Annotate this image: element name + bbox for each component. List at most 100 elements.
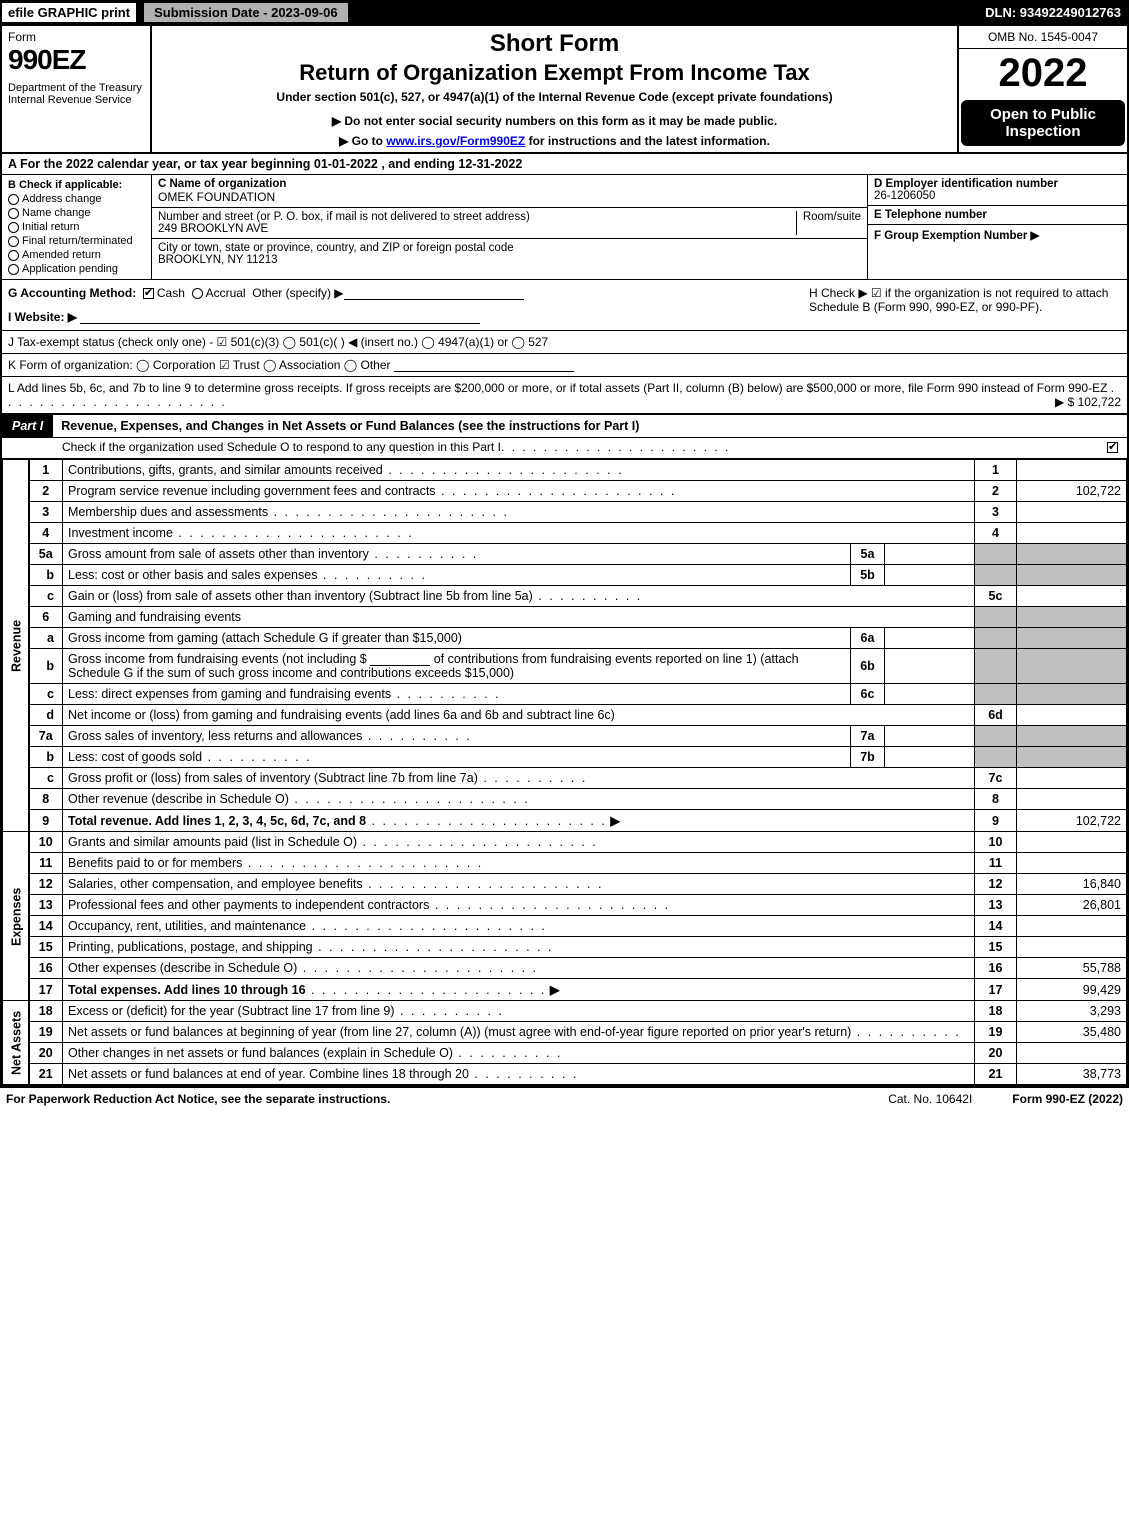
- short-form-title: Short Form: [160, 30, 949, 58]
- header-left: Form 990EZ Department of the Treasury In…: [2, 26, 152, 152]
- other-org-blank[interactable]: [394, 358, 574, 372]
- checkbox-schedule-o[interactable]: [1107, 442, 1118, 453]
- part1-title: Revenue, Expenses, and Changes in Net As…: [53, 415, 1127, 437]
- form-word: Form: [8, 30, 144, 44]
- line-7b: b Less: cost of goods sold 7b: [3, 747, 1127, 768]
- note2-pre: ▶ Go to: [339, 134, 386, 148]
- dots-icon: [478, 771, 587, 785]
- name-label: C Name of organization: [158, 178, 286, 190]
- g-label: G Accounting Method:: [8, 286, 136, 300]
- under-section: Under section 501(c), 527, or 4947(a)(1)…: [160, 90, 949, 104]
- radio-icon[interactable]: [8, 208, 19, 219]
- dept-label: Department of the Treasury Internal Reve…: [8, 82, 144, 106]
- other-specify-blank[interactable]: [344, 286, 524, 300]
- revenue-vlabel: Revenue: [3, 460, 29, 832]
- line-4: 4 Investment income 4: [3, 523, 1127, 544]
- line-19: 19 Net assets or fund balances at beginn…: [3, 1022, 1127, 1043]
- line-6b: b Gross income from fundraising events (…: [3, 649, 1127, 684]
- line-16: 16 Other expenses (describe in Schedule …: [3, 958, 1127, 979]
- dots-icon: [297, 961, 538, 975]
- part1-tag: Part I: [2, 415, 53, 437]
- opt-name-change: Name change: [8, 207, 145, 219]
- dots-icon: [306, 919, 547, 933]
- dots-icon: [313, 940, 554, 954]
- note2-post: for instructions and the latest informat…: [525, 134, 770, 148]
- lines-table: Revenue 1 Contributions, gifts, grants, …: [2, 459, 1127, 1085]
- line-6a: a Gross income from gaming (attach Sched…: [3, 628, 1127, 649]
- dots-icon: [533, 589, 642, 603]
- row-i-label: I Website: ▶: [8, 310, 77, 324]
- row-g: G Accounting Method: Cash Accrual Other …: [8, 286, 801, 324]
- contrib-blank[interactable]: [370, 652, 430, 666]
- part1-sub-text: Check if the organization used Schedule …: [62, 440, 501, 454]
- ein-label: D Employer identification number: [874, 178, 1058, 190]
- dots-icon: [366, 814, 607, 828]
- street-label: Number and street (or P. O. box, if mail…: [158, 211, 530, 223]
- dots-icon: [453, 1046, 562, 1060]
- ein-value: 26-1206050: [874, 190, 935, 202]
- footer-left: For Paperwork Reduction Act Notice, see …: [6, 1092, 390, 1106]
- form-number: 990EZ: [8, 44, 144, 76]
- group-exemption-label: F Group Exemption Number ▶: [874, 230, 1039, 242]
- line-6c: c Less: direct expenses from gaming and …: [3, 684, 1127, 705]
- line-3: 3 Membership dues and assessments 3: [3, 502, 1127, 523]
- dots-icon: [436, 484, 677, 498]
- radio-icon[interactable]: [8, 250, 19, 261]
- col-b: B Check if applicable: Address change Na…: [2, 175, 152, 279]
- line-17: 17 Total expenses. Add lines 10 through …: [3, 979, 1127, 1001]
- line-7c: c Gross profit or (loss) from sales of i…: [3, 768, 1127, 789]
- part1-sub: Check if the organization used Schedule …: [2, 438, 1127, 459]
- line-1: Revenue 1 Contributions, gifts, grants, …: [3, 460, 1127, 481]
- col-de: D Employer identification number 26-1206…: [867, 175, 1127, 279]
- rows-b-through-f: B Check if applicable: Address change Na…: [2, 175, 1127, 280]
- line-12: 12 Salaries, other compensation, and emp…: [3, 874, 1127, 895]
- line-7a: 7a Gross sales of inventory, less return…: [3, 726, 1127, 747]
- submission-date: Submission Date - 2023-09-06: [142, 1, 350, 24]
- expenses-vlabel: Expenses: [3, 832, 29, 1001]
- form-header: Form 990EZ Department of the Treasury In…: [2, 26, 1127, 154]
- opt-initial-return: Initial return: [8, 221, 145, 233]
- dots-icon: [357, 835, 598, 849]
- dots-icon: [268, 505, 509, 519]
- line-21: 21 Net assets or fund balances at end of…: [3, 1064, 1127, 1085]
- footer-cat: Cat. No. 10642I: [888, 1092, 972, 1106]
- line-5a: 5a Gross amount from sale of assets othe…: [3, 544, 1127, 565]
- dots-icon: [429, 898, 670, 912]
- opt-final-return: Final return/terminated: [8, 235, 145, 247]
- ein-row: D Employer identification number 26-1206…: [868, 175, 1127, 206]
- org-name: OMEK FOUNDATION: [158, 190, 275, 204]
- line-8: 8 Other revenue (describe in Schedule O)…: [3, 789, 1127, 810]
- radio-icon[interactable]: [8, 264, 19, 275]
- dots-icon: [317, 568, 426, 582]
- line-9: 9 Total revenue. Add lines 1, 2, 3, 4, 5…: [3, 810, 1127, 832]
- footer-right: Form 990-EZ (2022): [1012, 1092, 1123, 1106]
- dots-icon: [242, 856, 483, 870]
- opt-amended-return: Amended return: [8, 249, 145, 261]
- opt-address-change: Address change: [8, 193, 145, 205]
- website-blank[interactable]: [80, 310, 480, 324]
- line-20: 20 Other changes in net assets or fund b…: [3, 1043, 1127, 1064]
- line-5b: b Less: cost or other basis and sales ex…: [3, 565, 1127, 586]
- radio-icon[interactable]: [8, 236, 19, 247]
- ssn-note: ▶ Do not enter social security numbers o…: [160, 114, 949, 128]
- group-exemption-row: F Group Exemption Number ▶: [868, 225, 1127, 279]
- omb-number: OMB No. 1545-0047: [959, 26, 1127, 49]
- checkbox-cash[interactable]: [143, 288, 154, 299]
- page-footer: For Paperwork Reduction Act Notice, see …: [0, 1087, 1129, 1110]
- opt-application-pending: Application pending: [8, 263, 145, 275]
- radio-accrual[interactable]: [192, 288, 203, 299]
- form-container: Form 990EZ Department of the Treasury In…: [0, 24, 1129, 1087]
- header-right: OMB No. 1545-0047 2022 Open to Public In…: [957, 26, 1127, 152]
- line-2: 2 Program service revenue including gove…: [3, 481, 1127, 502]
- line-10: Expenses 10 Grants and similar amounts p…: [3, 832, 1127, 853]
- return-title: Return of Organization Exempt From Incom…: [160, 60, 949, 86]
- dots-icon: [395, 1004, 504, 1018]
- row-l: L Add lines 5b, 6c, and 7b to line 9 to …: [2, 377, 1127, 415]
- irs-link[interactable]: www.irs.gov/Form990EZ: [386, 134, 525, 148]
- row-l-amount: ▶ $ 102,722: [1055, 395, 1121, 409]
- rows-g-h: G Accounting Method: Cash Accrual Other …: [2, 280, 1127, 331]
- dots-icon: [363, 877, 604, 891]
- radio-icon[interactable]: [8, 194, 19, 205]
- row-a-tax-year: A For the 2022 calendar year, or tax yea…: [2, 154, 1127, 175]
- radio-icon[interactable]: [8, 222, 19, 233]
